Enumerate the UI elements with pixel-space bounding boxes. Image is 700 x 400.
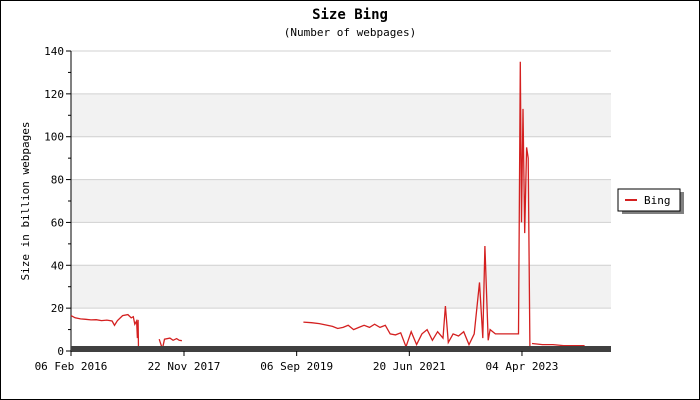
y-tick-label: 120 (44, 88, 64, 101)
x-tick-label: 22 Nov 2017 (148, 360, 221, 373)
chart-title: Size Bing (312, 7, 388, 23)
grid-band (71, 179, 611, 223)
y-tick-label: 140 (44, 45, 64, 58)
grid-band (71, 265, 611, 309)
x-tick-label: 06 Feb 2016 (35, 360, 108, 373)
y-tick-label: 100 (44, 131, 64, 144)
series-line-bing (70, 313, 140, 350)
y-tick-label: 20 (51, 302, 64, 315)
legend-label-bing: Bing (644, 194, 671, 207)
y-tick-label: 80 (51, 174, 64, 187)
y-axis-label: Size in billion webpages (19, 122, 32, 281)
legend-box (617, 188, 681, 212)
x-tick-label: 04 Apr 2023 (486, 360, 559, 373)
y-tick-label: 0 (57, 345, 64, 358)
x-axis-floor (71, 346, 611, 352)
chart-subtitle: (Number of webpages) (284, 26, 416, 39)
grid-band (71, 93, 611, 137)
grid-band (71, 222, 611, 266)
series-line-bing (531, 342, 585, 347)
grid-band (71, 51, 611, 94)
x-tick-label: 06 Sep 2019 (260, 360, 333, 373)
grid-band (71, 136, 611, 180)
x-tick-label: 20 Jun 2021 (373, 360, 446, 373)
y-tick-label: 40 (51, 259, 64, 272)
series-line-bing (303, 61, 531, 349)
y-tick-label: 60 (51, 216, 64, 229)
